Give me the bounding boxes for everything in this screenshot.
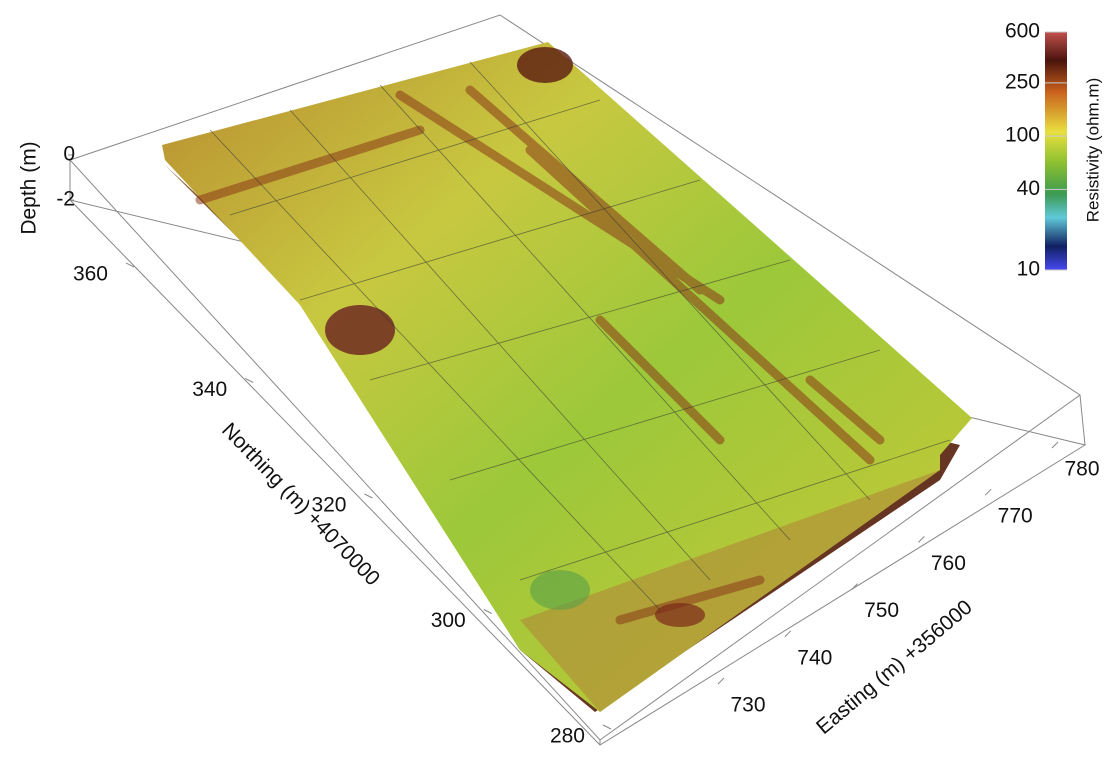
x-tick	[985, 489, 991, 495]
x-tick-label: 730	[730, 694, 765, 717]
y-tick	[365, 494, 373, 498]
colorbar	[1045, 32, 1067, 270]
y-tick-label: 340	[192, 378, 227, 401]
colorbar-tick-label: 100	[1005, 124, 1040, 147]
y-tick-label: 360	[73, 263, 108, 286]
colorbar-title: Resistivity (ohm.m)	[1083, 78, 1102, 223]
x-tick-label: 770	[998, 505, 1033, 528]
y-tick-label: 280	[550, 725, 585, 748]
x-tick	[785, 631, 791, 637]
resistivity-volume	[162, 42, 972, 712]
colorbar-tick-label: 250	[1005, 70, 1040, 93]
colorbar-tick-label: 10	[1017, 258, 1040, 281]
x-tick-label: 760	[931, 552, 966, 575]
colorbar-tick-label: 40	[1017, 177, 1040, 200]
y-tick-label: 300	[431, 609, 466, 632]
colorbar-tick-label: 600	[1005, 20, 1040, 43]
y-tick	[603, 725, 611, 729]
y-axis-title: Northing (m) +4070000	[217, 418, 384, 590]
x-tick-label: 780	[1064, 458, 1099, 481]
z-tick-label: -2	[56, 188, 75, 211]
z-tick-label: 0	[63, 143, 75, 166]
x-tick-label: 750	[864, 599, 899, 622]
y-tick	[484, 610, 492, 614]
z-axis-title: Depth (m)	[18, 141, 41, 234]
y-tick-label: 320	[311, 494, 346, 517]
x-tick	[1052, 442, 1058, 448]
figure: Depth (m) Northing (m) +4070000 Easting …	[0, 0, 1114, 757]
x-tick	[718, 678, 724, 684]
x-tick	[918, 536, 924, 542]
x-tick-label: 740	[797, 646, 832, 669]
